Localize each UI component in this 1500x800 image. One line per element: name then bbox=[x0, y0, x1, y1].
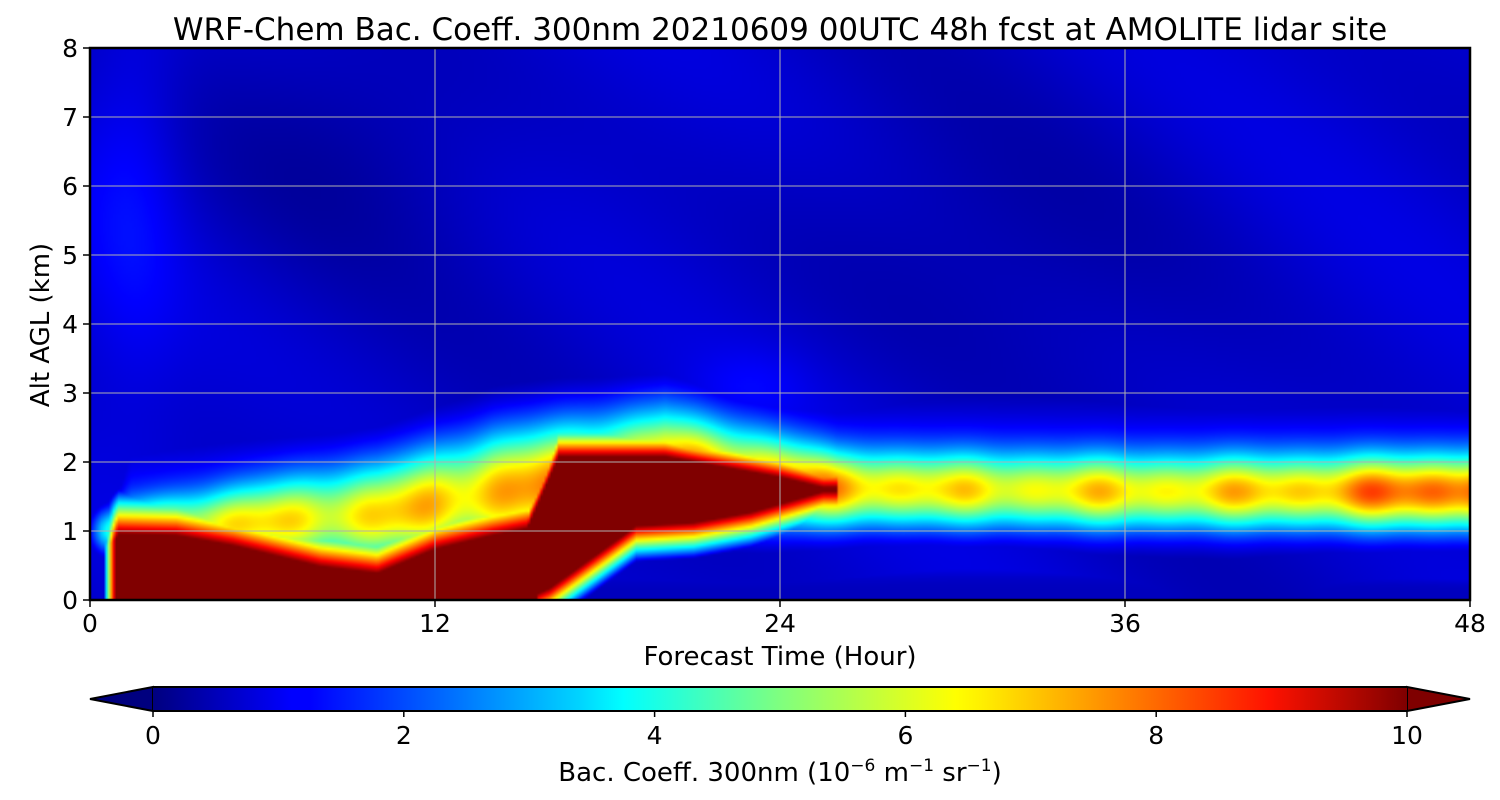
y-tick-label: 7 bbox=[62, 103, 78, 132]
y-tick-label: 2 bbox=[62, 448, 78, 477]
x-tick-label: 12 bbox=[419, 609, 451, 638]
y-axis-label: Alt AGL (km) bbox=[26, 243, 56, 407]
y-tick-label: 6 bbox=[62, 172, 78, 201]
colorbar: 0 2 4 6 8 10 Bac. Coeff. 300nm (10−6 m−1 sr−1… bbox=[89, 685, 1471, 788]
y-tick-label: 0 bbox=[62, 586, 78, 615]
colorbar-label: Bac. Coeff. 300nm (10−6 m−1 sr−1) bbox=[558, 756, 1001, 788]
y-tick-label: 3 bbox=[62, 379, 78, 408]
plot-area bbox=[88, 46, 1472, 602]
x-axis-label: Forecast Time (Hour) bbox=[643, 642, 916, 672]
colorbar-tick-label: 0 bbox=[145, 721, 161, 750]
x-tick-label: 0 bbox=[82, 609, 98, 638]
grid-lines bbox=[90, 48, 1470, 600]
x-tick-label: 48 bbox=[1454, 609, 1486, 638]
y-tick-label: 5 bbox=[62, 241, 78, 270]
chart-title: WRF-Chem Bac. Coeff. 300nm 20210609 00UT… bbox=[173, 12, 1387, 48]
colorbar-ticks: 0 2 4 6 8 10 bbox=[145, 711, 1423, 750]
colorbar-gradient bbox=[153, 687, 1407, 711]
y-tick-label: 4 bbox=[62, 310, 78, 339]
colorbar-extend-high bbox=[1406, 685, 1471, 713]
y-tick-label: 1 bbox=[62, 517, 78, 546]
y-axis: 0 1 2 3 4 5 6 7 8 bbox=[62, 34, 90, 615]
x-tick-label: 24 bbox=[764, 609, 796, 638]
x-tick-label: 36 bbox=[1109, 609, 1141, 638]
colorbar-tick-label: 2 bbox=[396, 721, 412, 750]
x-axis: 0 12 24 36 48 bbox=[82, 600, 1486, 638]
colorbar-tick-label: 10 bbox=[1391, 721, 1423, 750]
colorbar-tick-label: 4 bbox=[647, 721, 663, 750]
colorbar-tick-label: 8 bbox=[1148, 721, 1164, 750]
colorbar-extend-low bbox=[89, 685, 154, 713]
y-tick-label: 8 bbox=[62, 34, 78, 63]
colorbar-tick-label: 6 bbox=[897, 721, 913, 750]
